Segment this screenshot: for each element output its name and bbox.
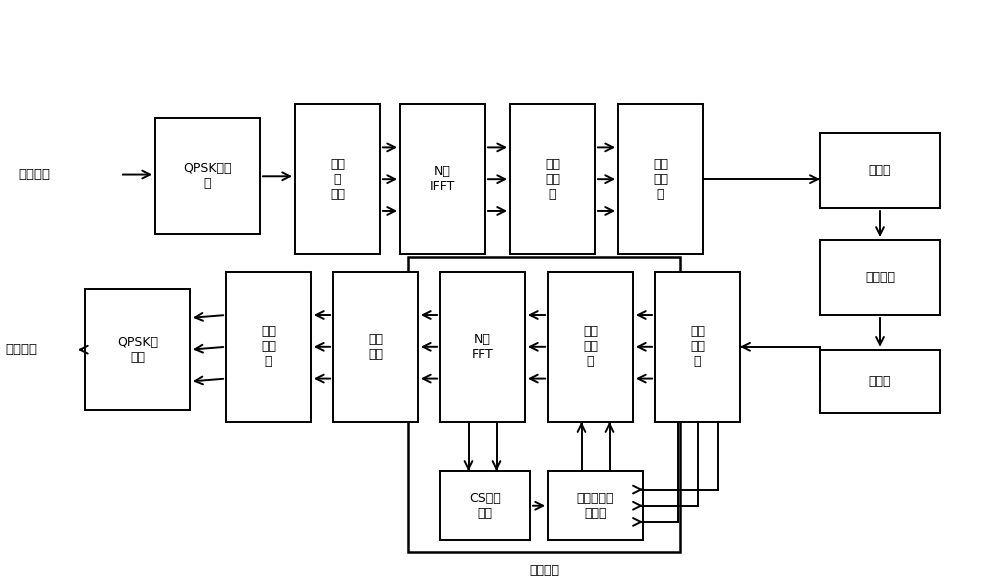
Text: 串并
转换
器: 串并 转换 器 [690, 325, 705, 368]
Text: 数据比特: 数据比特 [5, 343, 37, 356]
Text: 信道
均衡: 信道 均衡 [368, 333, 383, 361]
FancyBboxPatch shape [548, 272, 633, 422]
FancyBboxPatch shape [226, 272, 311, 422]
FancyBboxPatch shape [295, 104, 380, 254]
FancyBboxPatch shape [655, 272, 740, 422]
Text: 去循
环前
缀: 去循 环前 缀 [583, 325, 598, 368]
Text: 水声信道: 水声信道 [865, 271, 895, 284]
Text: N点
IFFT: N点 IFFT [430, 165, 455, 193]
Text: 数据比特: 数据比特 [18, 168, 50, 181]
Text: 上变频: 上变频 [869, 164, 891, 177]
FancyBboxPatch shape [618, 104, 703, 254]
Text: 移位相减、
去干扰: 移位相减、 去干扰 [577, 492, 614, 520]
Text: QPSK调制
器: QPSK调制 器 [183, 162, 232, 190]
FancyBboxPatch shape [85, 289, 190, 410]
Text: 并串
转换
器: 并串 转换 器 [653, 158, 668, 201]
FancyBboxPatch shape [820, 133, 940, 208]
FancyBboxPatch shape [440, 471, 530, 540]
Text: 并串
转换
器: 并串 转换 器 [261, 325, 276, 368]
FancyBboxPatch shape [510, 104, 595, 254]
Text: 加循
环前
缀: 加循 环前 缀 [545, 158, 560, 201]
FancyBboxPatch shape [155, 118, 260, 234]
FancyBboxPatch shape [548, 471, 643, 540]
Text: 下变频: 下变频 [869, 375, 891, 388]
FancyBboxPatch shape [400, 104, 485, 254]
Text: 串并
转
换器: 串并 转 换器 [330, 158, 345, 201]
Text: 符号内干
扰消除: 符号内干 扰消除 [529, 564, 559, 578]
FancyBboxPatch shape [820, 350, 940, 413]
Text: CS信道
估计: CS信道 估计 [469, 492, 501, 520]
Text: QPSK解
调器: QPSK解 调器 [117, 336, 158, 364]
Text: N点
FFT: N点 FFT [472, 333, 493, 361]
FancyBboxPatch shape [440, 272, 525, 422]
FancyBboxPatch shape [820, 240, 940, 315]
FancyBboxPatch shape [333, 272, 418, 422]
